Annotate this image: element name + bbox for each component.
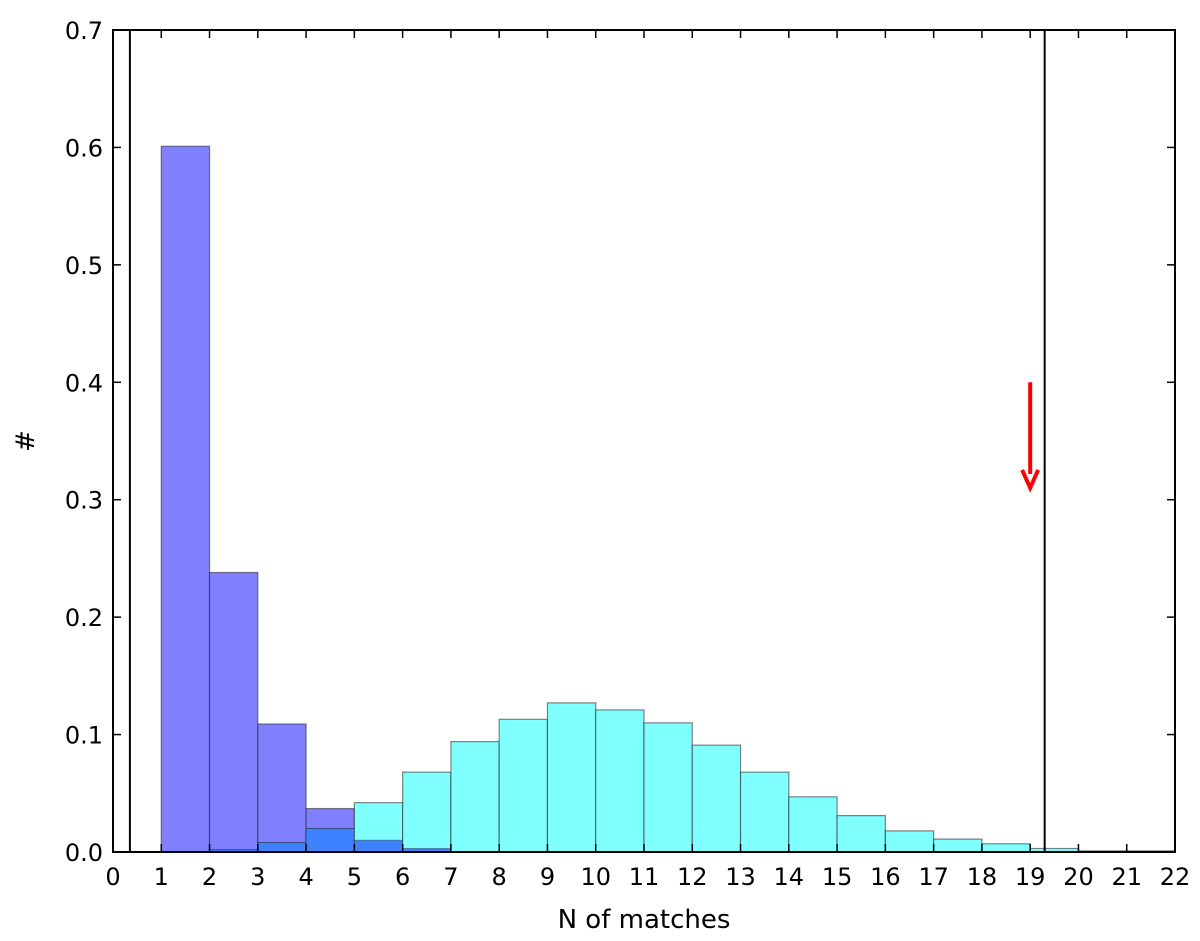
y-tick-label: 0.5 (65, 252, 103, 280)
x-tick-label: 14 (774, 863, 805, 891)
x-tick-label: 10 (580, 863, 611, 891)
x-tick-label: 7 (443, 863, 458, 891)
bar-series-2 (402, 771, 452, 853)
bar-series-2 (836, 814, 886, 853)
x-tick-label: 1 (154, 863, 169, 891)
bar-series-2 (884, 830, 935, 853)
x-tick-label: 0 (105, 863, 120, 891)
arrow-head (1020, 469, 1041, 493)
y-tick-labels: 0.0 0.1 0.2 0.3 0.4 0.5 0.6 0.7 (65, 17, 103, 867)
x-tick-label: 8 (492, 863, 507, 891)
x-tick-label: 6 (395, 863, 410, 891)
x-tick-label: 19 (1015, 863, 1046, 891)
y-tick-label: 0.7 (65, 17, 103, 45)
x-tick-label: 12 (677, 863, 708, 891)
y-axis-title: # (11, 430, 41, 452)
x-tick-labels: 0 1 2 3 4 5 6 7 8 9 10 11 12 13 14 15 16 17 18 19 20 21 22 (105, 863, 1190, 891)
y-tick-label: 0.1 (65, 722, 103, 750)
y-tick-label: 0.4 (65, 369, 103, 397)
vertical-lines-layer (128, 30, 1046, 852)
x-tick-label: 21 (1111, 863, 1142, 891)
arrow-layer (1020, 382, 1041, 493)
bar-series-2 (643, 722, 693, 853)
bar-series-2 (498, 718, 549, 853)
x-tick-label: 2 (202, 863, 217, 891)
x-tick-label: 18 (967, 863, 998, 891)
bar-overlap (305, 828, 355, 853)
bar-series-1 (160, 145, 211, 853)
bar-series-2 (788, 796, 838, 853)
bar-series-1 (208, 571, 259, 853)
x-tick-label: 11 (629, 863, 660, 891)
bar-series-2 (595, 709, 645, 853)
y-tick-label: 0.6 (65, 134, 103, 162)
bar-series-2 (546, 702, 597, 853)
bar-series-2 (981, 843, 1031, 853)
bar-overlap (353, 839, 404, 853)
x-tick-label: 13 (725, 863, 756, 891)
x-tick-label: 15 (822, 863, 853, 891)
y-tick-label: 0.2 (65, 604, 103, 632)
x-tick-label: 17 (918, 863, 949, 891)
bar-series-1 (257, 723, 307, 853)
x-tick-label: 16 (870, 863, 901, 891)
bar-series-2 (933, 838, 983, 853)
x-tick-label: 22 (1160, 863, 1191, 891)
x-tick-label: 20 (1063, 863, 1094, 891)
bar-series-2 (691, 744, 742, 853)
ticks-layer (112, 29, 1176, 853)
bar-series-2 (739, 771, 790, 853)
y-tick-label: 0.0 (65, 839, 103, 867)
x-axis-title: N of matches (558, 905, 731, 935)
bars-layer (160, 145, 1176, 853)
x-tick-label: 3 (250, 863, 265, 891)
x-tick-label: 5 (347, 863, 362, 891)
bar-series-2 (450, 741, 500, 853)
x-tick-label: 4 (298, 863, 313, 891)
y-tick-label: 0.3 (65, 487, 103, 515)
x-tick-label: 9 (540, 863, 555, 891)
bar-overlap (257, 842, 307, 853)
